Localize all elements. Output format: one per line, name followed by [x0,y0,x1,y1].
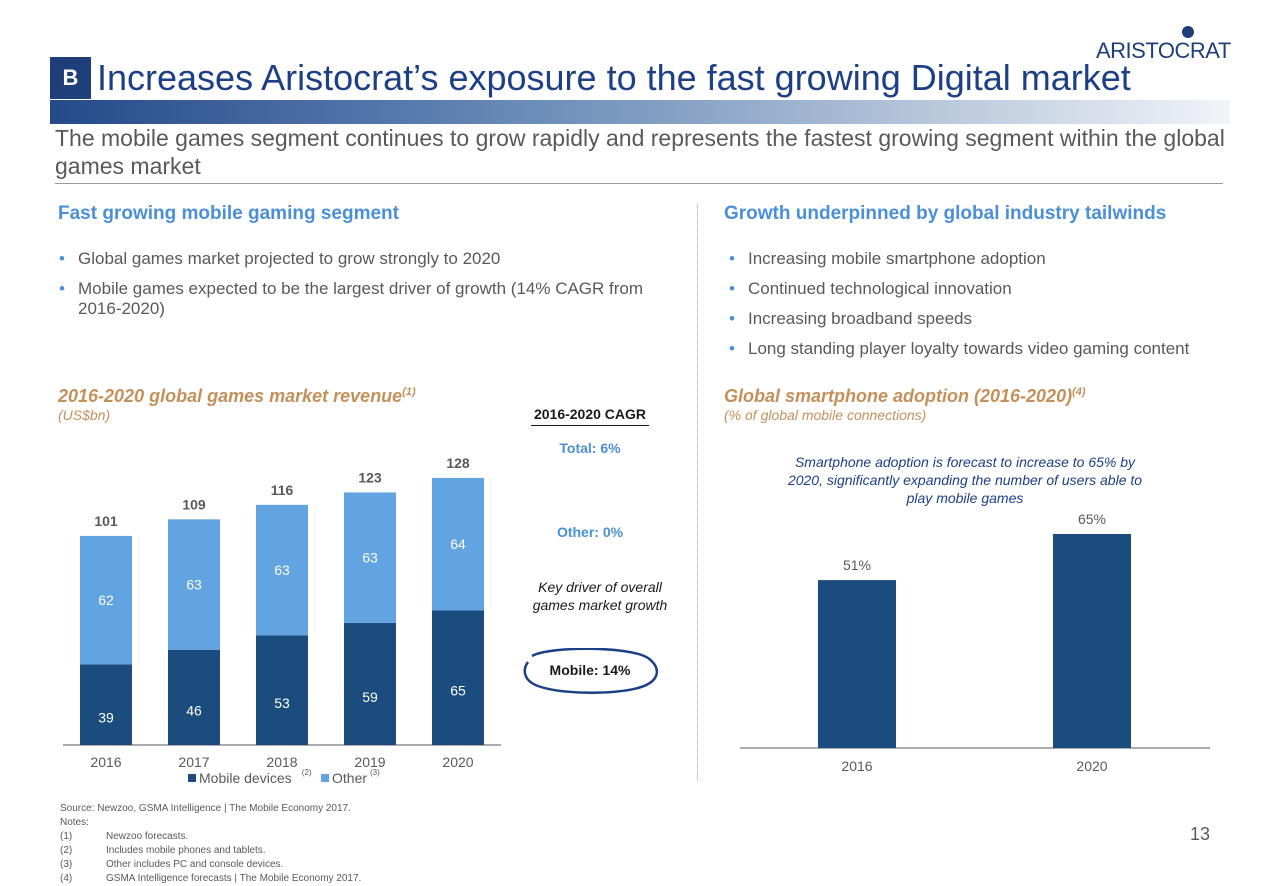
cagr-heading: 2016-2020 CAGR [531,406,649,426]
right-section-heading: Growth underpinned by global industry ta… [724,203,1167,224]
bar-total-label: 116 [271,482,294,498]
bar-segment-other [168,519,220,650]
right-bullet: Long standing player loyalty towards vid… [726,339,1246,359]
title-bar: B Increases Aristocrat’s exposure to the… [50,57,1230,99]
cagr-mobile-label: Mobile: 14% [549,662,631,678]
x-tick-label: 2020 [442,754,473,770]
adoption-bar [1053,534,1131,748]
cagr-total: Total: 6% [559,440,621,456]
section-badge: B [50,57,91,99]
callout-ellipse-icon [523,648,659,694]
footnote-number: (1) [60,831,73,842]
x-tick-label: 2020 [1076,758,1107,774]
footnote-number: (4) [60,873,73,884]
left-bullet: Global games market projected to grow st… [56,249,676,269]
right-bullet-list: Increasing mobile smartphone adoption Co… [726,249,1246,369]
logo-dot-icon [1182,26,1194,38]
bar-value-label: 65% [1078,511,1106,527]
smartphone-chart-title-text: Global smartphone adoption (2016-2020) [724,386,1073,406]
legend-swatch [321,774,329,782]
footnote-item: (1) Newzoo forecasts. [60,830,361,844]
smartphone-chart-title: Global smartphone adoption (2016-2020)(4… [724,386,1086,407]
legend-label: Mobile devices [199,770,292,786]
bar-segment-label: 63 [186,577,202,593]
subtitle-divider [55,183,1223,184]
footnote-item: (4) GSMA Intelligence forecasts | The Mob… [60,872,361,886]
bar-segment-mobile [168,649,220,745]
bar-segment-label: 59 [362,689,378,705]
smartphone-chart-title-note: (4) [1072,386,1086,398]
title-gradient-bar [50,100,1230,124]
bar-segment-label: 65 [450,683,466,699]
x-tick-label: 2018 [266,754,297,770]
bar-total-label: 101 [94,513,118,529]
cagr-key-driver-note: Key driver of overall games market growt… [532,579,668,613]
footnote-text: GSMA Intelligence forecasts | The Mobile… [106,873,362,884]
bar-segment-other [256,504,308,636]
revenue-chart-title-note: (1) [402,386,416,398]
bar-segment-label: 63 [362,550,378,566]
footnote-text: Newzoo forecasts. [106,831,189,842]
bar-segment-mobile [344,622,396,745]
smartphone-chart-annotation: Smartphone adoption is forecast to incre… [787,454,1143,506]
revenue-stacked-bar-chart: 39 62 101 2016 46 63 109 2017 53 63 116 2018 59 63 123… [63,455,501,786]
left-section-heading: Fast growing mobile gaming segment [58,203,399,224]
right-bullet: Increasing mobile smartphone adoption [726,249,1246,269]
x-tick-label: 2019 [354,754,385,770]
left-bullet-list: Global games market projected to grow st… [56,249,676,329]
bar-segment-other [80,535,132,665]
footnotes: Source: Newzoo, GSMA Intelligence | The … [60,802,361,886]
bar-value-label: 51% [843,557,871,573]
cagr-other: Other: 0% [556,524,624,540]
bar-segment-other [432,477,484,611]
smartphone-bar-chart: 51% 2016 65% 2020 [740,511,1210,774]
bar-total-label: 123 [358,469,382,485]
bar-segment-label: 46 [186,702,202,718]
legend-note: (2) [302,768,312,777]
bar-segment-mobile [256,635,308,745]
bar-segment-label: 39 [98,710,114,726]
footnote-number: (3) [60,859,73,870]
right-bullet: Increasing broadband speeds [726,309,1246,329]
footnote-item: (3) Other includes PC and console devices… [60,858,361,872]
bar-total-label: 109 [182,496,206,512]
x-tick-label: 2016 [841,758,872,774]
column-divider [697,205,698,780]
bar-segment-mobile [432,610,484,745]
logo-text: ARISTOCRAT [1096,38,1231,63]
footnote-text: Includes mobile phones and tablets. [106,845,266,856]
right-bullet: Continued technological innovation [726,279,1246,299]
page-title: Increases Aristocrat’s exposure to the f… [97,57,1131,98]
revenue-chart-title-text: 2016-2020 global games market revenue [58,386,403,406]
revenue-chart-subtitle: (US$bn) [58,407,111,423]
x-tick-label: 2016 [90,754,121,770]
bar-segment-label: 62 [98,592,114,608]
aristocrat-logo: ARISTOCRAT [1096,26,1231,66]
adoption-bar [818,580,896,748]
revenue-chart-title: 2016-2020 global games market revenue(1) [58,386,416,407]
x-tick-label: 2017 [178,754,209,770]
legend-note: (3) [370,768,380,777]
bar-segment-label: 53 [274,695,290,711]
page-number: 13 [1190,824,1211,844]
footnote-number: (2) [60,845,73,856]
bar-segment-label: 63 [274,562,290,578]
bar-segment-label: 64 [450,536,466,552]
notes-label: Notes: [60,817,89,828]
bar-segment-mobile [80,664,132,745]
cagr-mobile-callout: Mobile: 14% [520,648,659,694]
legend-label: Other [332,770,367,786]
smartphone-chart-subtitle: (% of global mobile connections) [724,407,927,423]
source-note: Source: Newzoo, GSMA Intelligence | The … [60,803,351,814]
bar-total-label: 128 [446,455,470,471]
page-subtitle: The mobile games segment continues to gr… [55,125,1225,179]
bar-segment-other [344,492,396,623]
left-bullet: Mobile games expected to be the largest … [56,279,676,319]
footnote-item: (2) Includes mobile phones and tablets. [60,844,361,858]
footnote-text: Other includes PC and console devices. [106,859,284,870]
legend-swatch [188,774,196,782]
